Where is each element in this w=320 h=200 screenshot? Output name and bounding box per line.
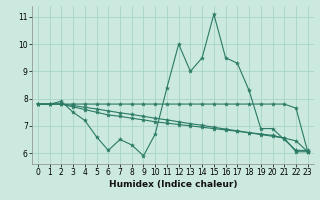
X-axis label: Humidex (Indice chaleur): Humidex (Indice chaleur) bbox=[108, 180, 237, 189]
